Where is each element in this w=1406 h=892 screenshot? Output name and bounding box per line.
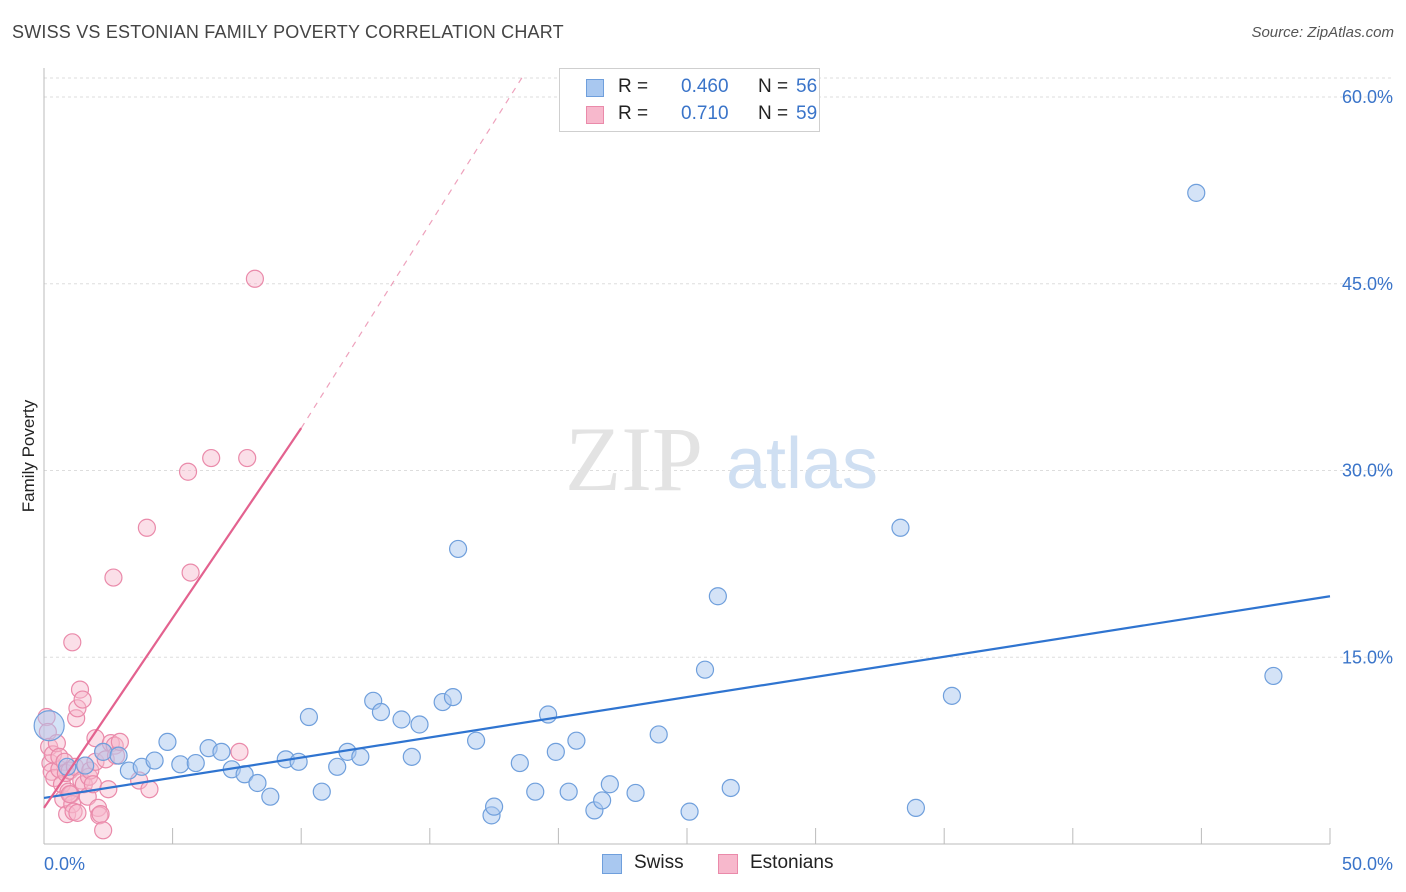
estonians-point — [68, 699, 87, 718]
swiss-point — [351, 747, 370, 766]
bottom-legend-estonians-label: Estonians — [750, 852, 834, 873]
swiss-point — [328, 757, 347, 776]
swiss-point — [33, 710, 65, 742]
swiss-point — [212, 742, 231, 761]
swiss-point — [261, 787, 280, 806]
swiss-point — [626, 783, 645, 803]
legend: R = 0.460 N = 56 R = 0.710 N = 59 — [559, 68, 820, 132]
swiss-point — [248, 773, 267, 793]
bottom-legend: Swiss Estonians — [0, 852, 1406, 878]
swiss-points — [33, 183, 1283, 825]
swiss-swatch — [602, 854, 622, 874]
estonians-trend-line — [43, 427, 303, 809]
y-tick-label: 45.0% — [1342, 274, 1393, 294]
estonians-point — [245, 269, 265, 288]
tick-labels: 15.0% 30.0% 45.0% 60.0% 0.0% 50.0% — [44, 87, 1393, 874]
gridlines — [44, 77, 1392, 658]
estonians-point — [90, 806, 109, 825]
y-tick-label: 15.0% — [1342, 647, 1393, 667]
swiss-point — [410, 715, 429, 734]
estonians-point — [181, 563, 200, 582]
swiss-point — [158, 732, 177, 752]
swiss-point — [312, 782, 331, 801]
swiss-point — [1264, 666, 1283, 686]
watermark-atlas: atlas — [726, 424, 878, 504]
swiss-point — [891, 518, 910, 537]
legend-n-value: 59 — [796, 103, 818, 124]
x-tick-label: 50.0% — [1342, 854, 1393, 874]
swiss-point — [392, 710, 411, 729]
estonians-point — [91, 805, 110, 824]
watermark: ZIP atlas — [565, 408, 878, 510]
swiss-point — [171, 755, 190, 774]
estonians-point — [137, 518, 156, 537]
swiss-trend-line — [43, 595, 1331, 800]
swiss-point — [109, 746, 128, 765]
swiss-point — [94, 742, 113, 761]
swiss-point — [466, 731, 486, 750]
estonians-point — [73, 690, 92, 709]
swiss-point — [289, 752, 308, 771]
watermark-zip: ZIP — [565, 408, 703, 510]
legend-r-value: 0.710 — [681, 103, 729, 124]
estonians-trend-extension — [300, 76, 523, 429]
bottom-legend-swiss-label: Swiss — [634, 852, 684, 873]
swiss-point — [299, 707, 319, 727]
x-tick-label: 0.0% — [44, 854, 85, 874]
swiss-point — [680, 802, 699, 821]
swiss-point — [1187, 183, 1206, 202]
swiss-point — [186, 753, 205, 773]
legend-n-value: 56 — [796, 76, 818, 97]
y-tick-label: 30.0% — [1342, 461, 1393, 481]
swiss-point — [649, 725, 668, 744]
swiss-point — [371, 702, 391, 722]
source-label: Source: ZipAtlas.com — [1251, 24, 1394, 41]
legend-r-label: R = — [618, 76, 649, 97]
swiss-point — [695, 660, 715, 679]
swiss-point — [708, 587, 727, 606]
legend-r-label: R = — [618, 103, 649, 124]
swiss-point — [546, 742, 565, 761]
swiss-point — [600, 775, 619, 794]
legend-n-label: N = — [758, 76, 789, 97]
legend-r-value: 0.460 — [681, 76, 729, 97]
swiss-point — [145, 751, 164, 770]
swiss-point — [567, 731, 586, 750]
trend-lines — [43, 76, 1331, 809]
swiss-point — [76, 756, 95, 775]
estonians-point — [63, 633, 82, 652]
swiss-point — [906, 798, 926, 817]
swiss-point — [526, 782, 545, 801]
estonians-point — [68, 803, 87, 822]
y-tick-label: 60.0% — [1342, 87, 1393, 107]
estonians-point — [230, 742, 249, 761]
swiss-point — [443, 687, 463, 707]
swiss-point — [593, 791, 612, 810]
swiss-point — [559, 782, 578, 801]
swiss-point — [942, 686, 962, 705]
y-axis-label: Family Poverty — [19, 399, 38, 512]
estonians-swatch — [586, 106, 604, 124]
chart-title: SWISS VS ESTONIAN FAMILY POVERTY CORRELA… — [12, 22, 564, 42]
swiss-point — [402, 747, 421, 766]
legend-n-label: N = — [758, 103, 789, 124]
estonians-swatch — [718, 854, 738, 874]
estonians-point — [94, 821, 113, 840]
swiss-point — [721, 778, 740, 798]
estonians-point — [104, 568, 123, 587]
swiss-point — [485, 797, 504, 816]
swiss-point — [448, 539, 468, 559]
estonians-point — [202, 448, 221, 468]
estonians-point — [238, 448, 257, 468]
estonians-point — [178, 462, 198, 481]
swiss-swatch — [586, 79, 604, 97]
swiss-point — [510, 753, 529, 773]
